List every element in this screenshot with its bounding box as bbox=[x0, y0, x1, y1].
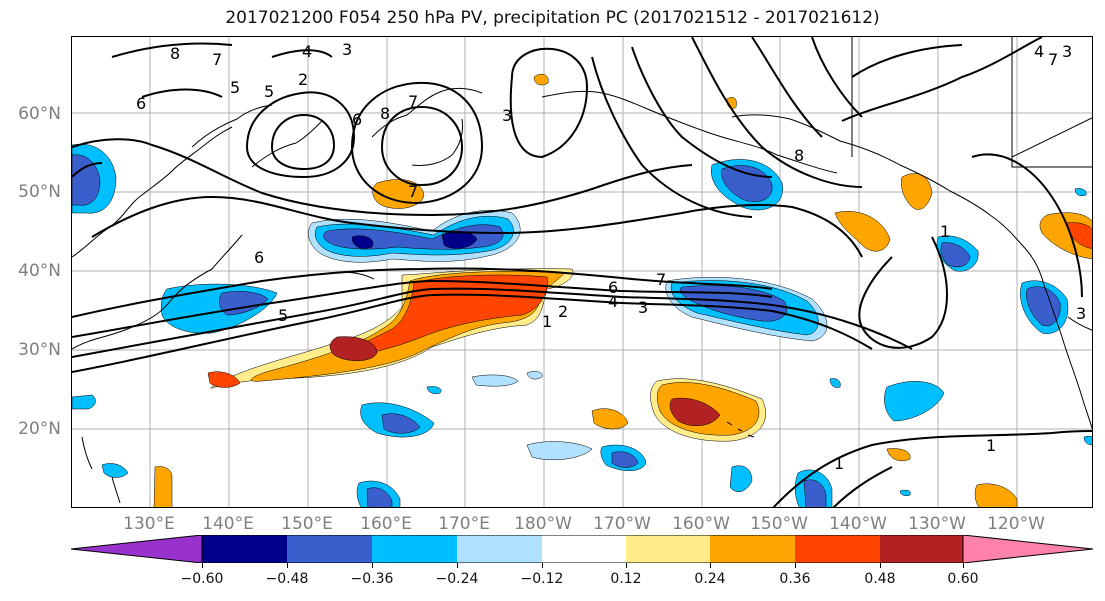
contour-label: 2 bbox=[298, 70, 308, 89]
colorbar-tick-label: 0.36 bbox=[779, 571, 811, 587]
contour-label: 3 bbox=[1062, 42, 1072, 61]
lat-label-50n: 50°N bbox=[18, 182, 61, 202]
contour-label: 3 bbox=[1076, 304, 1086, 323]
contour-label: 3 bbox=[502, 106, 512, 125]
colorbar-tick-label: −0.24 bbox=[435, 571, 479, 587]
contour-label: 5 bbox=[264, 82, 274, 101]
lon-label-140e: 140°E bbox=[202, 514, 254, 534]
contour-labels: 8 7 5 4 3 2 6 6 8 7 3 7 6 5 7 6 4 3 2 1 … bbox=[136, 40, 1086, 473]
lon-label-140w: 140°W bbox=[829, 514, 887, 534]
contour-label: 7 bbox=[212, 50, 222, 69]
colorbar-extend-low bbox=[71, 535, 203, 563]
colorbar-swatch bbox=[287, 535, 372, 563]
lon-label-160w: 160°W bbox=[672, 514, 730, 534]
lon-label-170e: 170°E bbox=[438, 514, 490, 534]
lat-label-30n: 30°N bbox=[18, 340, 61, 360]
pv-contours bbox=[72, 37, 1092, 507]
contour-label: 8 bbox=[794, 146, 804, 165]
colorbar-tick-label: 0.60 bbox=[947, 571, 979, 587]
lon-label-180w: 180°W bbox=[514, 514, 572, 534]
contour-label: 6 bbox=[254, 248, 264, 267]
contour-label: 4 bbox=[608, 292, 618, 311]
contour-label: 1 bbox=[834, 454, 844, 473]
contour-label: 8 bbox=[170, 44, 180, 63]
contour-label: 4 bbox=[302, 42, 312, 61]
contour-label: 7 bbox=[656, 270, 666, 289]
lat-label-60n: 60°N bbox=[18, 104, 61, 124]
contour-label: 2 bbox=[558, 302, 568, 321]
lon-label-120w: 120°W bbox=[987, 514, 1045, 534]
contour-label: 3 bbox=[638, 298, 648, 317]
coastlines bbox=[72, 37, 1092, 504]
lon-label-170w: 170°W bbox=[593, 514, 651, 534]
contour-label: 1 bbox=[986, 436, 996, 455]
colorbar-tick-label: 0.24 bbox=[694, 571, 726, 587]
contour-label: 5 bbox=[278, 306, 288, 325]
colorbar-tick-label: 0.12 bbox=[610, 571, 642, 587]
colorbar-swatch bbox=[795, 535, 880, 563]
colorbar-swatch bbox=[372, 535, 457, 563]
lat-label-20n: 20°N bbox=[18, 419, 61, 439]
colorbar-tick-label: −0.60 bbox=[180, 571, 224, 587]
colorbar-extend-high bbox=[962, 535, 1093, 563]
contour-label: 4 bbox=[1034, 42, 1044, 61]
lat-label-40n: 40°N bbox=[18, 261, 61, 281]
colorbar-tick-label: −0.36 bbox=[350, 571, 394, 587]
colorbar-swatch bbox=[457, 535, 542, 563]
colorbar bbox=[71, 535, 1093, 563]
lon-label-130e: 130°E bbox=[123, 514, 175, 534]
contour-label: 6 bbox=[608, 278, 618, 297]
colorbar-tick-label: 0.48 bbox=[864, 571, 896, 587]
contour-label: 6 bbox=[136, 94, 146, 113]
contour-label: 6 bbox=[352, 110, 362, 129]
contour-label: 5 bbox=[230, 78, 240, 97]
contour-label: 1 bbox=[940, 222, 950, 241]
contour-label: 8 bbox=[380, 104, 390, 123]
contour-label: 7 bbox=[408, 92, 418, 111]
colorbar-swatch bbox=[710, 535, 795, 563]
lon-label-130w: 130°W bbox=[908, 514, 966, 534]
plot-title: 2017021200 F054 250 hPa PV, precipitatio… bbox=[225, 8, 880, 28]
colorbar-swatch bbox=[880, 535, 963, 563]
map-canvas: 8 7 5 4 3 2 6 6 8 7 3 7 6 5 7 6 4 3 2 1 … bbox=[72, 37, 1092, 507]
colorbar-swatch bbox=[626, 535, 710, 563]
contour-label: 7 bbox=[1048, 50, 1058, 69]
contour-label: 1 bbox=[542, 312, 552, 331]
colorbar-swatch bbox=[542, 535, 626, 563]
contour-label: 7 bbox=[408, 182, 418, 201]
colorbar-tick-label: −0.12 bbox=[520, 571, 564, 587]
lon-label-150e: 150°E bbox=[281, 514, 333, 534]
colorbar-swatch bbox=[202, 535, 287, 563]
map-panel: 8 7 5 4 3 2 6 6 8 7 3 7 6 5 7 6 4 3 2 1 … bbox=[71, 36, 1093, 508]
contour-label: 3 bbox=[342, 40, 352, 59]
colorbar-tick-label: −0.48 bbox=[265, 571, 309, 587]
lon-label-150w: 150°W bbox=[750, 514, 808, 534]
precip-shading bbox=[72, 73, 1092, 507]
lon-label-160e: 160°E bbox=[360, 514, 412, 534]
